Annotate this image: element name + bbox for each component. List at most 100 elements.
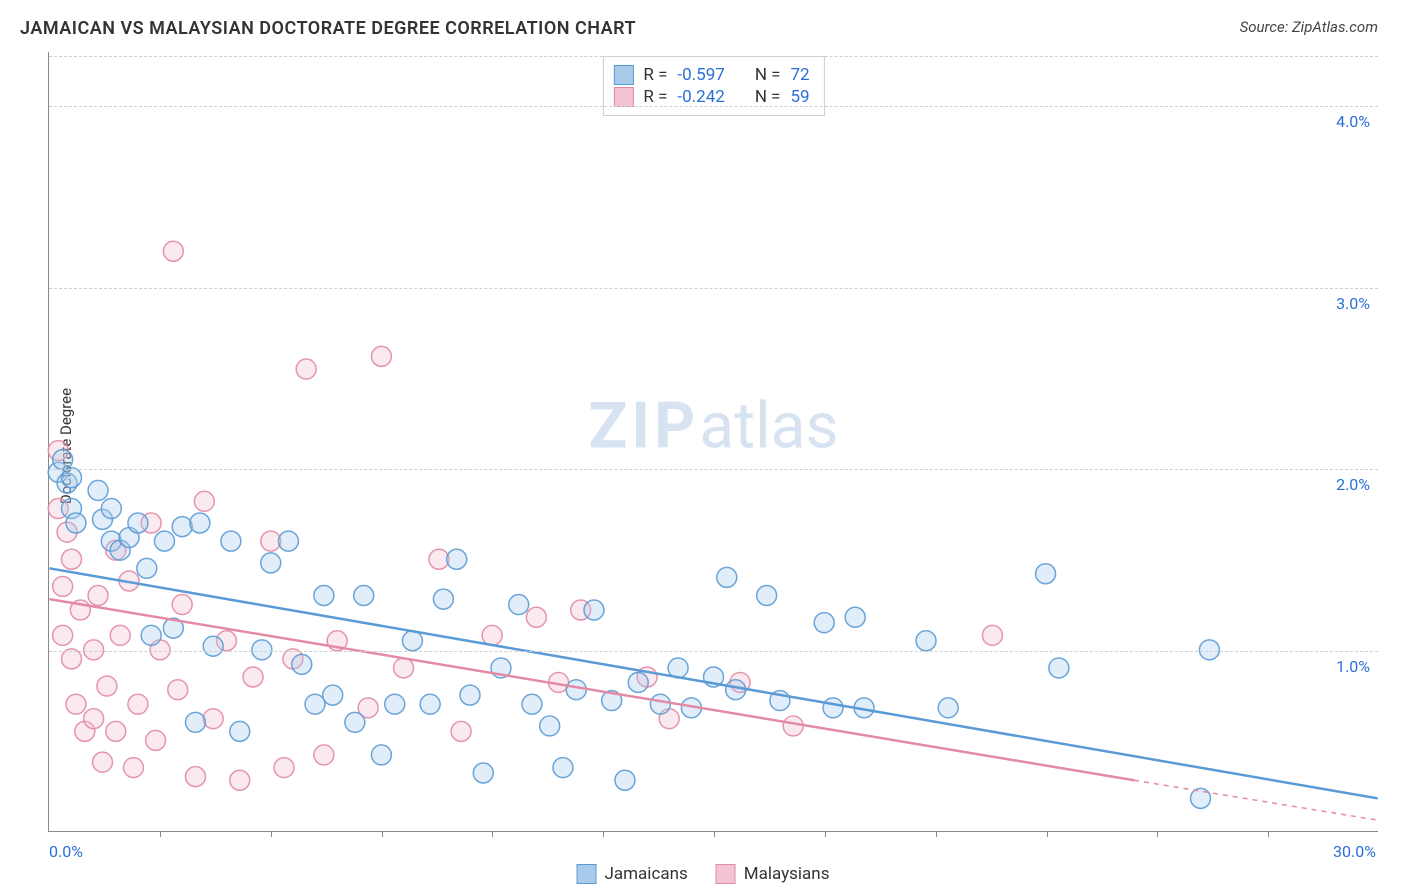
scatter-point-jamaicans bbox=[278, 531, 298, 551]
scatter-point-jamaicans bbox=[190, 513, 210, 533]
scatter-point-jamaicans bbox=[823, 698, 843, 718]
scatter-point-jamaicans bbox=[128, 513, 148, 533]
scatter-point-jamaicans bbox=[354, 586, 374, 606]
y-tick-label: 2.0% bbox=[1336, 475, 1370, 494]
gridline bbox=[49, 651, 1378, 652]
scatter-point-jamaicans bbox=[141, 625, 161, 645]
scatter-point-jamaicans bbox=[66, 513, 86, 533]
scatter-point-jamaicans bbox=[726, 680, 746, 700]
scatter-point-jamaicans bbox=[221, 531, 241, 551]
svg-layer bbox=[49, 52, 1378, 831]
scatter-point-malaysians bbox=[203, 709, 223, 729]
scatter-point-jamaicans bbox=[402, 631, 422, 651]
scatter-point-jamaicans bbox=[845, 607, 865, 627]
scatter-point-jamaicans bbox=[261, 553, 281, 573]
scatter-point-malaysians bbox=[243, 667, 263, 687]
scatter-point-malaysians bbox=[394, 658, 414, 678]
scatter-point-jamaicans bbox=[88, 480, 108, 500]
gridline bbox=[49, 469, 1378, 470]
x-tick-mark bbox=[603, 831, 604, 837]
scatter-point-jamaicans bbox=[473, 763, 493, 783]
scatter-point-jamaicans bbox=[185, 712, 205, 732]
scatter-point-jamaicans bbox=[420, 694, 440, 714]
scatter-point-malaysians bbox=[66, 694, 86, 714]
scatter-point-malaysians bbox=[163, 241, 183, 261]
scatter-point-jamaicans bbox=[1191, 788, 1211, 808]
scatter-point-malaysians bbox=[53, 576, 73, 596]
scatter-point-jamaicans bbox=[1036, 564, 1056, 584]
y-tick-label: 1.0% bbox=[1336, 657, 1370, 676]
scatter-point-jamaicans bbox=[314, 586, 334, 606]
scatter-point-jamaicans bbox=[305, 694, 325, 714]
scatter-point-malaysians bbox=[783, 716, 803, 736]
scatter-point-jamaicans bbox=[101, 499, 121, 519]
scatter-point-malaysians bbox=[97, 676, 117, 696]
chart-title: JAMAICAN VS MALAYSIAN DOCTORATE DEGREE C… bbox=[20, 18, 636, 39]
scatter-point-jamaicans bbox=[584, 600, 604, 620]
scatter-point-malaysians bbox=[88, 586, 108, 606]
scatter-point-jamaicans bbox=[938, 698, 958, 718]
scatter-point-jamaicans bbox=[154, 531, 174, 551]
scatter-point-jamaicans bbox=[323, 685, 343, 705]
chart-container: JAMAICAN VS MALAYSIAN DOCTORATE DEGREE C… bbox=[0, 0, 1406, 892]
legend-item-jamaicans: Jamaicans bbox=[577, 864, 688, 884]
scatter-point-jamaicans bbox=[447, 549, 467, 569]
scatter-point-jamaicans bbox=[385, 694, 405, 714]
scatter-point-jamaicans bbox=[615, 770, 635, 790]
scatter-point-jamaicans bbox=[230, 721, 250, 741]
scatter-point-malaysians bbox=[274, 758, 294, 778]
x-tick-mark bbox=[1047, 831, 1048, 837]
scatter-point-jamaicans bbox=[292, 654, 312, 674]
trend-line-malaysians bbox=[49, 599, 1134, 780]
scatter-point-malaysians bbox=[128, 694, 148, 714]
scatter-point-malaysians bbox=[62, 549, 82, 569]
y-tick-label: 3.0% bbox=[1336, 294, 1370, 313]
scatter-point-jamaicans bbox=[137, 558, 157, 578]
scatter-point-malaysians bbox=[106, 721, 126, 741]
scatter-point-jamaicans bbox=[566, 680, 586, 700]
scatter-point-jamaicans bbox=[509, 595, 529, 615]
scatter-point-jamaicans bbox=[172, 517, 192, 537]
scatter-point-jamaicans bbox=[650, 694, 670, 714]
x-tick-label: 0.0% bbox=[49, 842, 83, 861]
scatter-point-jamaicans bbox=[916, 631, 936, 651]
source-label: Source: ZipAtlas.com bbox=[1240, 18, 1378, 36]
scatter-point-malaysians bbox=[314, 745, 334, 765]
scatter-point-jamaicans bbox=[62, 468, 82, 488]
x-tick-mark bbox=[271, 831, 272, 837]
scatter-point-jamaicans bbox=[522, 694, 542, 714]
x-tick-mark bbox=[936, 831, 937, 837]
scatter-point-malaysians bbox=[168, 680, 188, 700]
scatter-point-malaysians bbox=[296, 359, 316, 379]
scatter-point-malaysians bbox=[194, 491, 214, 511]
scatter-point-jamaicans bbox=[553, 758, 573, 778]
gridline bbox=[49, 106, 1378, 107]
scatter-point-jamaicans bbox=[433, 589, 453, 609]
x-tick-mark bbox=[1157, 831, 1158, 837]
scatter-point-malaysians bbox=[526, 607, 546, 627]
scatter-point-malaysians bbox=[62, 649, 82, 669]
x-tick-mark bbox=[1268, 831, 1269, 837]
x-tick-mark bbox=[714, 831, 715, 837]
gridline bbox=[49, 288, 1378, 289]
scatter-point-malaysians bbox=[172, 595, 192, 615]
scatter-point-malaysians bbox=[110, 625, 130, 645]
scatter-point-malaysians bbox=[53, 625, 73, 645]
scatter-point-malaysians bbox=[84, 709, 104, 729]
legend-swatch-jamaicans bbox=[577, 864, 597, 884]
scatter-point-malaysians bbox=[982, 625, 1002, 645]
scatter-point-malaysians bbox=[92, 752, 112, 772]
scatter-point-jamaicans bbox=[460, 685, 480, 705]
scatter-point-malaysians bbox=[482, 625, 502, 645]
scatter-point-jamaicans bbox=[757, 586, 777, 606]
scatter-point-malaysians bbox=[146, 730, 166, 750]
y-tick-label: 4.0% bbox=[1336, 112, 1370, 131]
scatter-point-jamaicans bbox=[628, 672, 648, 692]
scatter-point-jamaicans bbox=[53, 450, 73, 470]
scatter-point-jamaicans bbox=[540, 716, 560, 736]
scatter-point-malaysians bbox=[451, 721, 471, 741]
scatter-point-malaysians bbox=[371, 346, 391, 366]
scatter-point-jamaicans bbox=[345, 712, 365, 732]
x-tick-mark bbox=[382, 831, 383, 837]
scatter-point-jamaicans bbox=[371, 745, 391, 765]
